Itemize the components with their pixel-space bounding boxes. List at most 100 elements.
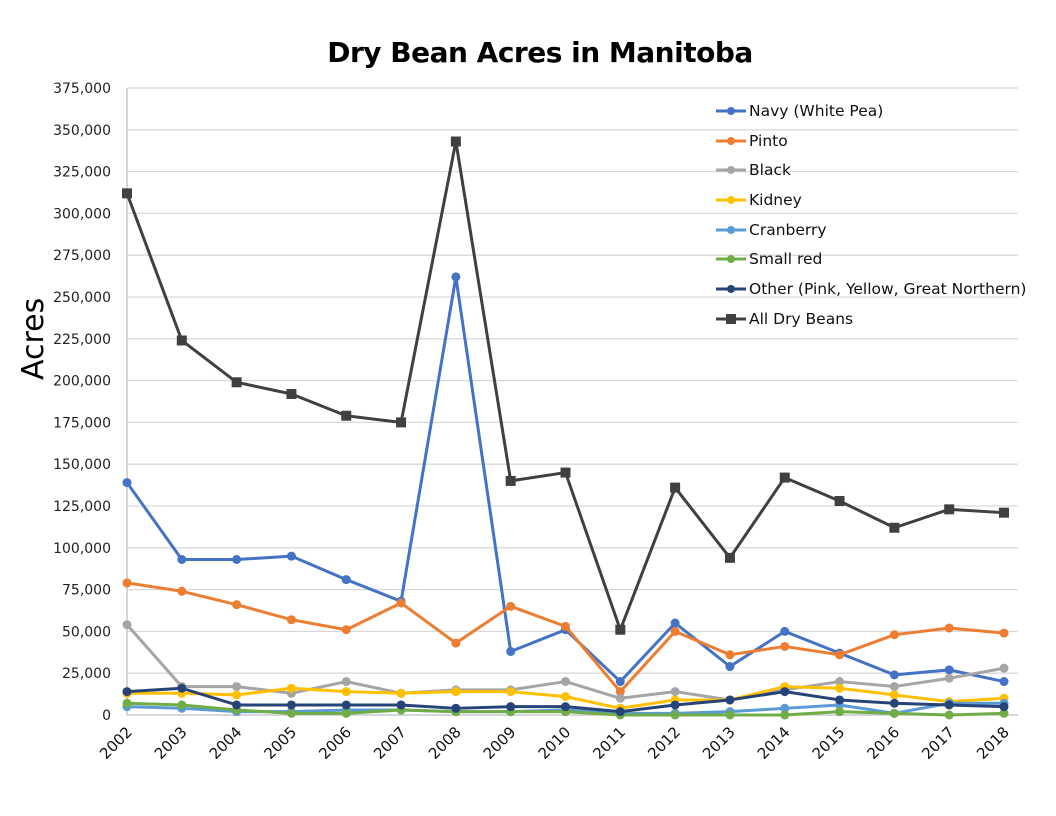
y-tick-label: 325,000	[53, 165, 111, 181]
data-point-circle	[286, 708, 296, 718]
data-point-circle	[835, 707, 845, 717]
y-tick-label: 250,000	[53, 290, 111, 306]
data-point-square	[560, 467, 571, 478]
legend-square-marker-icon	[716, 313, 746, 324]
data-point-square	[122, 188, 132, 199]
data-point-circle	[725, 695, 735, 705]
y-tick-label: 0	[102, 708, 111, 724]
data-point-circle	[341, 687, 351, 697]
data-point-circle	[780, 703, 790, 713]
data-point-square	[450, 136, 461, 147]
data-point-circle	[561, 621, 570, 631]
legend-item: Kidney	[716, 185, 1026, 215]
y-tick-label: 125,000	[53, 499, 111, 515]
data-point-circle	[286, 615, 296, 625]
y-tick-label: 50,000	[62, 624, 111, 640]
legend-item: Other (Pink, Yellow, Great Northern)	[716, 274, 1026, 304]
data-point-circle	[944, 665, 954, 675]
data-point-circle	[232, 690, 242, 700]
data-point-circle	[561, 702, 570, 712]
data-point-circle	[999, 628, 1009, 638]
data-point-circle	[396, 700, 406, 710]
data-point-circle	[999, 663, 1009, 673]
data-point-circle	[232, 600, 242, 610]
data-point-circle	[944, 700, 954, 710]
data-point-circle	[506, 646, 516, 656]
data-point-circle	[999, 702, 1009, 712]
data-point-circle	[999, 708, 1009, 718]
data-point-circle	[944, 710, 954, 720]
x-tick-label: 2009	[480, 723, 520, 763]
data-point-circle	[725, 710, 735, 720]
legend-item: Cranberry	[716, 215, 1026, 245]
data-point-circle	[177, 700, 187, 710]
y-tick-label: 200,000	[53, 374, 111, 390]
legend-circle-marker-icon	[716, 255, 746, 264]
y-tick-label: 275,000	[53, 248, 111, 264]
series-line	[126, 581, 1005, 694]
legend-label: Kidney	[749, 190, 802, 209]
data-point-circle	[670, 710, 680, 720]
data-point-square	[670, 482, 681, 493]
y-tick-label: 350,000	[53, 123, 111, 139]
data-point-circle	[889, 682, 899, 692]
data-point-square	[231, 377, 242, 388]
x-tick-label: 2011	[589, 723, 629, 763]
legend-item: Navy (White Pea)	[716, 96, 1026, 126]
x-tick-label: 2014	[754, 723, 794, 763]
data-point-circle	[889, 708, 899, 718]
data-point-circle	[177, 586, 187, 596]
x-tick-label: 2018	[973, 723, 1013, 763]
data-point-circle	[286, 551, 296, 561]
data-point-circle	[177, 683, 187, 693]
data-point-circle	[122, 578, 132, 588]
data-point-circle	[561, 677, 570, 687]
data-point-square	[286, 388, 297, 399]
legend-label: Small red	[749, 250, 823, 269]
data-point-circle	[780, 626, 790, 636]
data-point-circle	[122, 620, 132, 630]
series-line	[125, 275, 1005, 684]
y-tick-label: 150,000	[53, 457, 111, 473]
data-point-circle	[670, 687, 680, 697]
data-point-square	[176, 335, 187, 346]
legend-circle-marker-icon	[716, 195, 746, 204]
data-point-circle	[780, 641, 790, 651]
chart-title: Dry Bean Acres in Manitoba	[327, 36, 753, 69]
data-point-square	[999, 507, 1009, 518]
legend-label: All Dry Beans	[749, 309, 854, 328]
data-point-circle	[615, 677, 625, 687]
data-point-circle	[835, 695, 845, 705]
data-point-circle	[615, 687, 625, 697]
data-point-circle	[341, 677, 351, 687]
series-other-pink-yellow-great-northern	[122, 683, 1009, 717]
data-point-circle	[670, 618, 680, 628]
data-point-circle	[232, 682, 242, 692]
data-point-square	[944, 504, 955, 515]
data-point-circle	[889, 690, 899, 700]
data-point-square	[724, 552, 735, 563]
data-point-circle	[835, 650, 845, 660]
x-tick-label: 2017	[918, 723, 958, 763]
data-point-circle	[835, 677, 845, 687]
x-tick-label: 2002	[96, 723, 136, 763]
x-tick-label: 2007	[370, 723, 410, 763]
series-all-dry-beans	[122, 136, 1009, 635]
data-point-circle	[615, 693, 625, 703]
data-point-circle	[451, 687, 461, 697]
data-point-circle	[451, 272, 461, 282]
data-point-circle	[725, 650, 735, 660]
data-point-circle	[506, 601, 516, 611]
x-tick-label: 2012	[644, 723, 684, 763]
y-tick-label: 225,000	[53, 332, 111, 348]
series-line	[125, 623, 1005, 702]
data-point-circle	[670, 626, 680, 636]
data-point-circle	[889, 630, 899, 640]
x-tick-label: 2003	[151, 723, 191, 763]
data-point-circle	[286, 683, 296, 693]
legend-label: Black	[749, 161, 791, 180]
data-point-circle	[122, 698, 132, 708]
data-point-circle	[889, 698, 899, 708]
data-point-circle	[286, 700, 296, 710]
